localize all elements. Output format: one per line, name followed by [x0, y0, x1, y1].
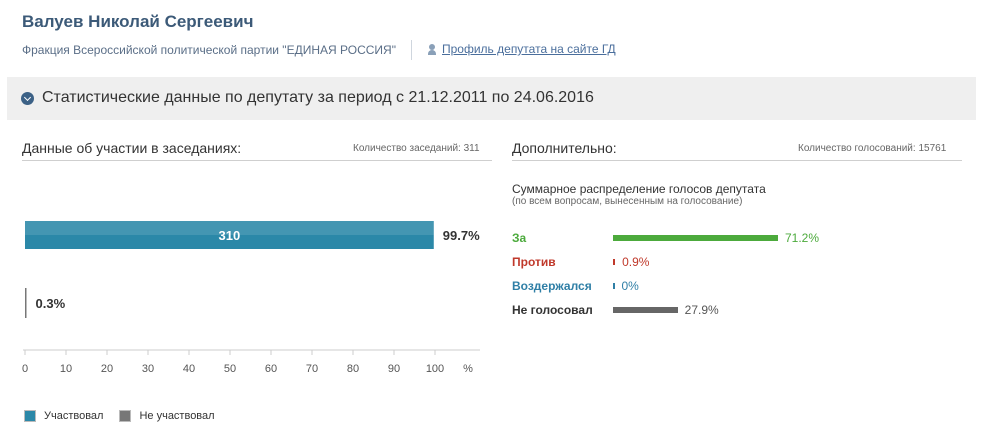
- vote-bar: [613, 259, 616, 265]
- vote-pct: 71.2%: [785, 231, 820, 245]
- sessions-count: Количество заседаний: 311: [353, 143, 480, 154]
- vote-pct: 0.9%: [622, 255, 650, 269]
- header-divider: [411, 40, 412, 60]
- legend-label-not-participated: Не участвовал: [139, 410, 215, 422]
- deputy-name: Валуев Николай Сергеевич: [22, 12, 254, 31]
- profile-link-label[interactable]: Профиль депутата на сайте ГД: [442, 42, 616, 56]
- stats-title: Статистические данные по депутату за пер…: [42, 89, 594, 106]
- vote-bar: [613, 307, 678, 313]
- vote-bar: [613, 235, 778, 241]
- x-tick-label: 70: [306, 363, 318, 375]
- bar-highlight: [25, 221, 434, 235]
- votes-count: Количество голосований: 15761: [798, 143, 947, 154]
- bar-count-label: 310: [219, 228, 241, 243]
- x-tick-label: 100: [426, 363, 444, 375]
- legend-swatch-participated: [24, 410, 36, 422]
- legend-label-participated: Участвовал: [44, 410, 104, 422]
- faction-label: Фракция Всероссийской политической парти…: [22, 43, 396, 57]
- summary-title: Суммарное распределение голосов депутата: [512, 182, 766, 196]
- x-tick-label: 10: [60, 363, 72, 375]
- legend-item-not-participated: Не участвовал: [119, 410, 215, 422]
- bar-value-label: 99.7%: [443, 228, 480, 243]
- participation-chart: 0 10 20 30 40 50 60 70 80 90 100 % 310 99.7% 0.3%: [22, 221, 480, 375]
- x-tick-label: 50: [224, 363, 236, 375]
- vote-label: Не голосовал: [512, 303, 593, 317]
- bar-value-label: 0.3%: [36, 296, 66, 311]
- participation-divider: [22, 160, 492, 161]
- profile-link[interactable]: Профиль депутата на сайте ГД: [428, 42, 616, 56]
- summary-subtitle: (по всем вопросам, вынесенным на голосов…: [512, 196, 743, 207]
- x-tick-label: 60: [265, 363, 277, 375]
- person-icon: [428, 43, 436, 55]
- vote-pct: 0%: [621, 279, 639, 293]
- vote-label: За: [512, 231, 527, 245]
- chart-legend: Участвовал Не участвовал: [24, 410, 231, 422]
- vote-pct: 27.9%: [684, 303, 719, 317]
- additional-divider: [512, 160, 962, 161]
- x-unit-label: %: [463, 363, 473, 375]
- vote-label: Воздержался: [512, 279, 592, 293]
- bar-not-participated: [25, 288, 27, 318]
- x-tick-label: 80: [347, 363, 359, 375]
- bar-participated: [25, 221, 434, 249]
- legend-item-participated: Участвовал: [24, 410, 103, 422]
- vote-bar: [613, 283, 615, 289]
- x-tick-label: 20: [101, 363, 113, 375]
- x-tick-label: 40: [183, 363, 195, 375]
- vote-label: Против: [512, 255, 556, 269]
- stats-section-header[interactable]: Статистические данные по депутату за пер…: [7, 77, 976, 120]
- additional-title: Дополнительно:: [512, 140, 617, 156]
- legend-swatch-not-participated: [119, 410, 132, 422]
- chevron-down-icon[interactable]: [21, 92, 34, 105]
- x-tick-label: 0: [22, 363, 28, 375]
- participation-title: Данные об участии в заседаниях:: [22, 140, 242, 156]
- x-tick-label: 90: [388, 363, 400, 375]
- x-tick-label: 30: [142, 363, 154, 375]
